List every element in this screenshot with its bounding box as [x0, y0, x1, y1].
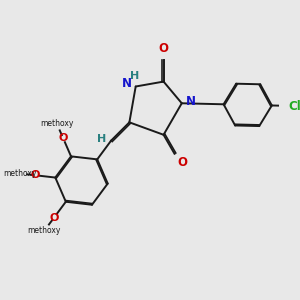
- Text: Cl: Cl: [288, 100, 300, 112]
- Text: H: H: [130, 71, 140, 81]
- Text: O: O: [31, 170, 40, 180]
- Text: methoxy: methoxy: [28, 226, 61, 235]
- Text: O: O: [58, 133, 68, 143]
- Text: O: O: [159, 42, 169, 55]
- Text: methoxy: methoxy: [3, 169, 36, 178]
- Text: N: N: [122, 77, 132, 90]
- Text: O: O: [49, 213, 58, 223]
- Text: O: O: [178, 156, 188, 169]
- Text: N: N: [186, 95, 196, 108]
- Text: methoxy: methoxy: [40, 119, 74, 128]
- Text: H: H: [97, 134, 106, 144]
